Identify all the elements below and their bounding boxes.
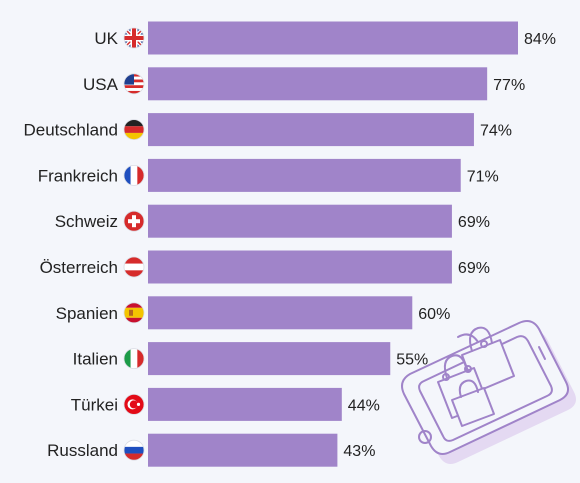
italy-flag-icon xyxy=(123,348,145,370)
value-label: 55% xyxy=(396,352,428,369)
value-label: 43% xyxy=(343,443,375,460)
bar-row: UK 84% xyxy=(94,21,556,55)
category-label: Russland xyxy=(47,441,118,460)
category-label: Frankreich xyxy=(38,166,118,185)
bar xyxy=(148,433,338,467)
value-label: 74% xyxy=(480,123,512,140)
uk-flag-icon xyxy=(123,27,145,49)
usa-flag-icon xyxy=(123,73,145,95)
bar-row: Russland 43% xyxy=(47,433,375,467)
austria-flag-icon xyxy=(123,256,145,278)
value-label: 69% xyxy=(458,214,490,231)
switzerland-flag-icon xyxy=(123,210,145,232)
russia-flag-icon xyxy=(123,439,145,461)
bar-row: Deutschland 74% xyxy=(23,113,512,147)
category-label: Deutschland xyxy=(23,121,118,140)
value-label: 60% xyxy=(418,306,450,323)
bar xyxy=(148,342,391,376)
category-label: USA xyxy=(83,75,119,94)
germany-flag-icon xyxy=(123,119,145,141)
category-label: Österreich xyxy=(40,258,118,277)
bar-row: Österreich 69% xyxy=(40,250,490,284)
bar xyxy=(148,67,488,101)
france-flag-icon xyxy=(123,164,145,186)
bar-row: USA 77% xyxy=(83,67,525,101)
category-label: Spanien xyxy=(56,304,118,323)
bar-row: Spanien 60% xyxy=(56,296,450,330)
category-label: UK xyxy=(94,29,118,48)
value-label: 84% xyxy=(524,31,556,48)
bar xyxy=(148,21,518,55)
bar xyxy=(148,387,342,421)
turkey-flag-icon xyxy=(123,393,145,415)
bar xyxy=(148,296,413,330)
bar xyxy=(148,113,474,147)
bar xyxy=(148,158,461,192)
category-label: Türkei xyxy=(71,395,118,414)
value-label: 44% xyxy=(348,397,380,414)
value-label: 77% xyxy=(493,77,525,94)
category-label: Italien xyxy=(73,350,118,369)
bar-row: Schweiz 69% xyxy=(55,204,490,238)
spain-flag-icon xyxy=(123,302,145,324)
bar xyxy=(148,250,452,284)
value-label: 69% xyxy=(458,260,490,277)
bar-row: Türkei 44% xyxy=(71,387,380,421)
bar xyxy=(148,204,452,238)
bar-row: Italien 55% xyxy=(73,342,428,376)
category-label: Schweiz xyxy=(55,212,118,231)
value-label: 71% xyxy=(467,168,499,185)
bar-row: Frankreich 71% xyxy=(38,158,499,192)
